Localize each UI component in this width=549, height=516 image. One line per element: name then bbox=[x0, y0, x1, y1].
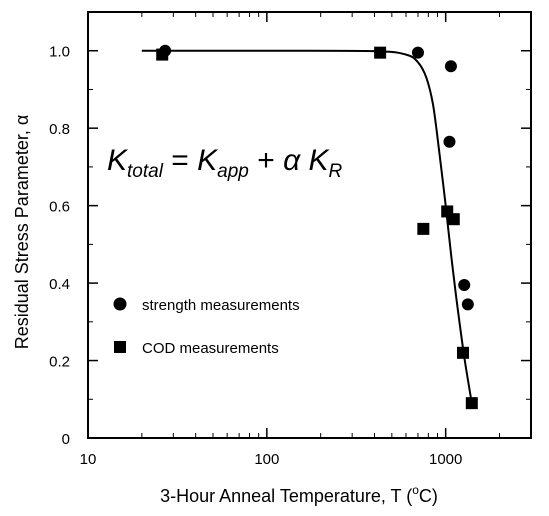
strength-point bbox=[444, 60, 457, 73]
cod-point bbox=[457, 346, 470, 359]
cod-point bbox=[447, 213, 460, 226]
fit-curve bbox=[141, 49, 473, 404]
legend-label-strength: strength measurements bbox=[142, 297, 300, 314]
x-tick-label: 100 bbox=[254, 451, 279, 468]
strength-point bbox=[443, 135, 456, 148]
plot-frame bbox=[87, 11, 532, 439]
eq-equals: = bbox=[163, 144, 197, 177]
y-tick-label: 0.8 bbox=[49, 121, 70, 138]
x-tick-label: 1000 bbox=[429, 451, 462, 468]
x-axis-label: 3-Hour Anneal Temperature, T (oC) bbox=[160, 483, 438, 506]
axes bbox=[87, 11, 532, 439]
y-tick-label: 0.6 bbox=[49, 199, 70, 216]
eq-k-total: K bbox=[107, 144, 129, 177]
eq-k-total-sub: total bbox=[127, 161, 164, 182]
legend-square-marker bbox=[114, 341, 126, 353]
eq-k-app: K bbox=[197, 144, 219, 177]
cod-point bbox=[156, 48, 169, 61]
x-tick-label: 10 bbox=[80, 451, 97, 468]
y-tick-label: 0 bbox=[62, 431, 70, 448]
cod-point bbox=[465, 397, 478, 410]
ticks: 10 100 1000 0 0.2 0.4 0.6 0.8 1.0 bbox=[49, 11, 532, 468]
y-tick-label: 0.2 bbox=[49, 354, 70, 371]
cod-point bbox=[374, 46, 387, 59]
y-tick-label: 0.4 bbox=[49, 276, 70, 293]
eq-plus: + bbox=[249, 144, 283, 177]
equation-annotation: Ktotal = Kapp + α KR bbox=[107, 144, 343, 182]
strength-point bbox=[458, 279, 471, 292]
eq-k-app-sub: app bbox=[217, 161, 249, 182]
legend-circle-marker bbox=[113, 297, 127, 311]
legend-label-cod: COD measurements bbox=[142, 340, 279, 357]
eq-alpha: α bbox=[283, 144, 301, 177]
data-points bbox=[156, 44, 478, 410]
fit-curve-group bbox=[141, 49, 473, 404]
y-tick-label: 1.0 bbox=[49, 44, 70, 61]
y-axis-label: Residual Stress Parameter, α bbox=[12, 115, 32, 350]
strength-point bbox=[461, 298, 474, 311]
strength-point bbox=[411, 46, 424, 59]
legend: strength measurements COD measurements bbox=[113, 297, 300, 357]
cod-point bbox=[417, 222, 430, 235]
eq-k-r: K bbox=[300, 144, 330, 177]
eq-k-r-sub: R bbox=[329, 161, 343, 182]
